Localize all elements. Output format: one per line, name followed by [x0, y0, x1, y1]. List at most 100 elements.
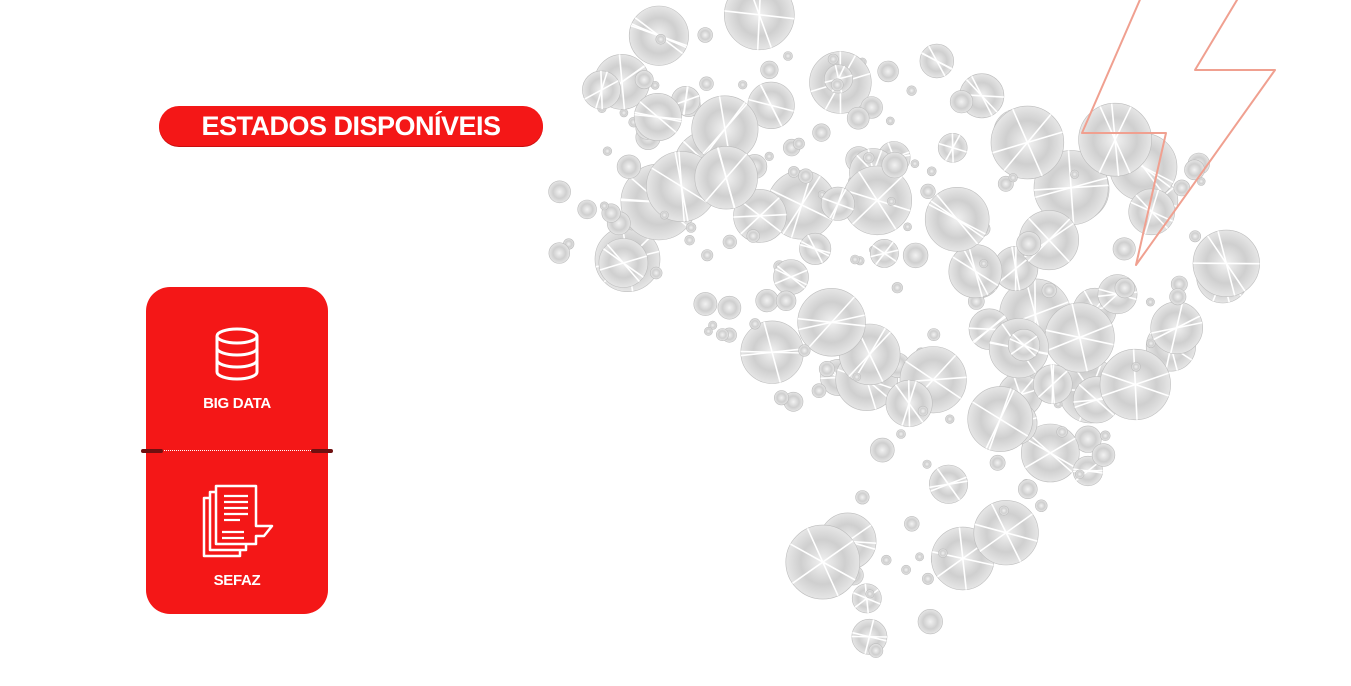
map-texture-blob — [891, 282, 903, 294]
map-texture-streak — [958, 527, 967, 590]
sefaz-option[interactable]: SEFAZ — [146, 482, 328, 589]
map-texture-blob — [1091, 443, 1116, 467]
map-texture-streak — [966, 79, 998, 113]
map-texture-blob — [998, 505, 1009, 516]
map-texture-streak — [1135, 194, 1169, 230]
map-texture-blob — [1016, 231, 1042, 257]
map-texture-blob — [650, 266, 663, 280]
map-texture-blob — [1114, 277, 1135, 299]
map-texture-blob — [885, 116, 895, 126]
map-texture-blob — [827, 53, 839, 65]
map-texture-blob — [811, 383, 827, 399]
map-texture-blob — [989, 454, 1006, 471]
map-texture-blob — [746, 229, 760, 243]
map-texture-blob — [708, 320, 718, 330]
map-texture-streak — [1045, 329, 1114, 346]
map-texture-blob — [685, 222, 697, 233]
map-texture-streak — [822, 197, 854, 211]
map-texture-blob — [717, 295, 742, 320]
map-texture-blob — [1017, 479, 1038, 500]
map-texture-blob — [599, 201, 609, 211]
map-texture-blob — [903, 222, 912, 232]
map-texture-streak — [702, 103, 748, 155]
map-texture-blob — [855, 490, 870, 505]
option-divider — [141, 449, 333, 453]
map-texture-blob — [1070, 169, 1080, 179]
map-texture-blob — [798, 168, 814, 184]
big-data-option[interactable]: BIG DATA — [146, 327, 328, 412]
map-texture-blob — [920, 183, 936, 199]
map-texture-blob — [738, 80, 748, 90]
map-texture-blob — [1035, 499, 1048, 512]
map-texture-blob — [659, 210, 669, 220]
map-texture-streak — [600, 70, 603, 110]
documents-icon — [202, 484, 274, 558]
map-texture-blob — [926, 166, 937, 177]
map-texture-blob — [693, 292, 718, 316]
map-texture-blob — [812, 123, 831, 142]
map-texture-blob — [906, 85, 917, 96]
map-texture-streak — [907, 380, 911, 427]
map-texture-streak — [782, 175, 821, 235]
map-texture-blob — [896, 429, 906, 439]
lightning-bolt-icon — [1081, 0, 1276, 266]
big-data-label: BIG DATA — [203, 395, 271, 412]
map-texture-blob — [722, 234, 737, 249]
map-texture-blob — [945, 414, 955, 424]
map-texture-blob — [910, 159, 920, 168]
map-texture-blob — [1056, 426, 1068, 438]
map-texture-blob — [783, 51, 793, 61]
map-texture-blob — [616, 154, 641, 179]
map-texture-streak — [990, 503, 1022, 562]
map-texture-blob — [830, 78, 844, 92]
map-texture-blob — [1169, 288, 1187, 306]
map-texture-streak — [864, 619, 875, 654]
map-texture-blob — [697, 27, 713, 43]
map-texture-blob — [846, 106, 870, 130]
sefaz-label: SEFAZ — [213, 572, 261, 589]
map-texture-streak — [1009, 338, 1039, 353]
map-texture-streak — [930, 476, 967, 492]
map-texture-blob — [701, 249, 714, 262]
map-texture-streak — [870, 249, 899, 258]
map-texture-blob — [865, 589, 875, 599]
map-texture-blob — [922, 459, 932, 469]
map-texture-streak — [774, 268, 808, 286]
map-texture-blob — [852, 372, 862, 382]
map-texture-streak — [1011, 246, 1021, 291]
map-texture-blob — [1100, 430, 1111, 441]
map-texture-streak — [763, 321, 781, 383]
map-texture-blob — [775, 290, 797, 311]
map-texture-blob — [1189, 230, 1201, 243]
map-texture-blob — [1131, 361, 1141, 372]
map-texture-blob — [787, 166, 800, 178]
map-texture-blob — [901, 564, 911, 575]
map-texture-streak — [928, 203, 986, 235]
map-texture-blob — [869, 437, 895, 463]
map-texture-blob — [655, 33, 667, 45]
map-texture-streak — [992, 131, 1063, 154]
map-texture-blob — [902, 242, 929, 269]
map-texture-blob — [886, 196, 896, 206]
brazil-map-illustration — [548, 0, 1260, 658]
map-texture-streak — [716, 147, 736, 209]
map-texture-streak — [797, 317, 866, 327]
map-texture-blob — [798, 344, 811, 357]
map-texture-blob — [1146, 338, 1156, 349]
map-texture-streak — [1034, 177, 1108, 199]
map-texture-streak — [938, 142, 967, 153]
map-texture-blob — [850, 254, 860, 265]
map-texture-streak — [858, 171, 897, 230]
map-texture-blob — [755, 289, 779, 313]
map-texture-streak — [1099, 106, 1131, 174]
map-texture-streak — [973, 315, 1006, 344]
map-texture-blob — [792, 137, 805, 150]
map-texture-blob — [877, 60, 899, 83]
map-texture-blob — [1112, 237, 1136, 261]
source-selector-card: BIG DATA — [141, 287, 333, 614]
map-texture-blob — [749, 318, 761, 330]
map-texture-blob — [915, 552, 924, 562]
map-texture-blob — [699, 76, 714, 91]
map-texture-blob — [1041, 282, 1057, 299]
map-texture-blob — [703, 326, 713, 336]
